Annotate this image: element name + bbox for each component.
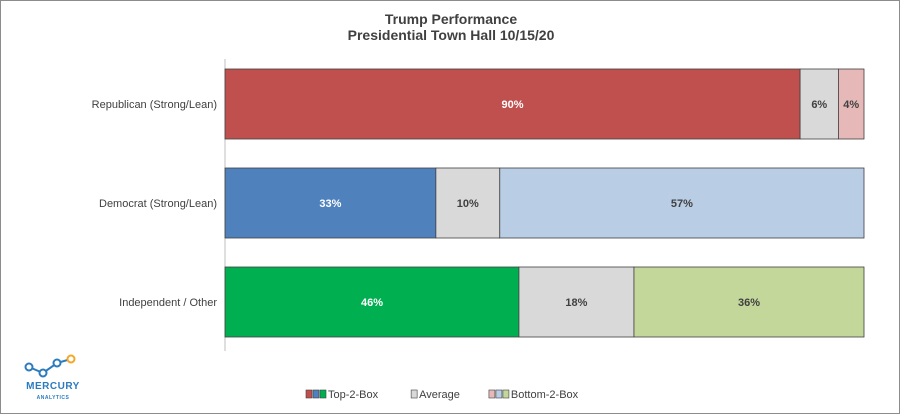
bar-segment (518, 266, 635, 338)
chart-subtitle: Presidential Town Hall 10/15/20 (347, 27, 555, 43)
logo-line-icon (24, 354, 76, 378)
legend-swatch (319, 389, 327, 399)
data-label: 57% (671, 198, 693, 210)
legend-swatch (502, 389, 510, 399)
bar-segment (224, 167, 437, 239)
bar-segment (224, 266, 520, 338)
data-label: 4% (843, 99, 859, 111)
chart-title: Trump Performance (384, 11, 518, 27)
logo-name: MERCURY (26, 381, 80, 392)
legend-label: Bottom-2-Box (511, 389, 579, 401)
data-label: 90% (502, 99, 524, 111)
bar-segment (224, 68, 801, 140)
category-label: Republican (Strong/Lean) (92, 99, 217, 111)
bar-segment (499, 167, 865, 239)
legend-swatch (312, 389, 320, 399)
data-label: 46% (361, 297, 383, 309)
category-label: Democrat (Strong/Lean) (99, 198, 217, 210)
legend-label: Top-2-Box (328, 389, 379, 401)
bar-segment (799, 68, 839, 140)
bar-segment (633, 266, 865, 338)
legend-label: Average (419, 389, 460, 401)
data-label: 33% (319, 198, 341, 210)
bar-segment (838, 68, 865, 140)
legend-swatch (305, 389, 313, 399)
legend-swatch (410, 389, 418, 399)
category-label: Independent / Other (119, 297, 217, 309)
data-label: 10% (457, 198, 479, 210)
data-label: 18% (565, 297, 587, 309)
data-label: 36% (738, 297, 760, 309)
logo-tagline: ANALYTICS (36, 395, 70, 401)
bar-segment (435, 167, 501, 239)
mercury-analytics-logo: MERCURY ANALYTICS (21, 353, 85, 409)
data-label: 6% (811, 99, 827, 111)
legend-swatch (488, 389, 496, 399)
legend-swatch (495, 389, 503, 399)
